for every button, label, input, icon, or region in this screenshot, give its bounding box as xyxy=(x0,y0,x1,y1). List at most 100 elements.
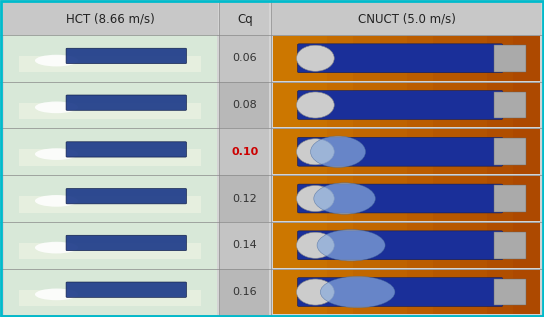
Bar xyxy=(4,161,217,175)
Bar xyxy=(220,128,269,175)
Bar xyxy=(4,119,217,133)
Bar xyxy=(4,105,217,119)
Bar xyxy=(4,175,217,189)
Bar xyxy=(220,82,269,128)
Bar xyxy=(4,287,217,301)
Bar xyxy=(460,269,487,314)
FancyBboxPatch shape xyxy=(298,184,503,213)
Bar xyxy=(407,83,434,127)
Ellipse shape xyxy=(296,139,334,165)
Ellipse shape xyxy=(314,183,375,214)
FancyBboxPatch shape xyxy=(66,282,187,297)
FancyBboxPatch shape xyxy=(298,44,503,73)
FancyBboxPatch shape xyxy=(66,95,187,110)
Bar xyxy=(380,176,406,221)
Bar xyxy=(487,223,514,268)
Bar xyxy=(434,36,460,81)
Ellipse shape xyxy=(296,185,334,211)
Bar xyxy=(494,232,526,259)
Ellipse shape xyxy=(296,45,334,71)
Bar xyxy=(4,35,217,49)
Bar xyxy=(4,231,217,245)
Bar xyxy=(273,269,540,314)
Bar xyxy=(434,129,460,174)
Ellipse shape xyxy=(35,242,78,254)
Bar xyxy=(514,223,540,268)
Bar xyxy=(353,176,380,221)
Bar xyxy=(4,245,217,259)
Bar xyxy=(514,36,540,81)
Bar xyxy=(220,269,269,315)
Bar xyxy=(4,133,217,147)
Bar xyxy=(273,83,300,127)
Bar xyxy=(380,223,406,268)
Bar xyxy=(487,176,514,221)
Bar xyxy=(4,217,217,231)
Bar xyxy=(353,223,380,268)
Bar xyxy=(220,222,269,269)
Bar xyxy=(19,243,201,259)
Bar xyxy=(273,36,300,81)
Bar xyxy=(19,56,201,72)
Ellipse shape xyxy=(317,230,385,261)
Bar xyxy=(494,185,526,212)
Bar xyxy=(326,83,353,127)
Bar xyxy=(4,147,217,161)
Bar xyxy=(4,189,217,203)
Bar xyxy=(434,223,460,268)
Bar xyxy=(220,175,269,222)
Bar xyxy=(434,83,460,127)
Bar xyxy=(273,129,540,174)
Bar xyxy=(487,83,514,127)
Bar xyxy=(514,176,540,221)
FancyBboxPatch shape xyxy=(66,235,187,250)
Bar xyxy=(4,301,217,315)
Text: 0.08: 0.08 xyxy=(232,100,257,110)
Bar xyxy=(326,176,353,221)
Bar xyxy=(273,176,540,221)
Bar xyxy=(380,269,406,314)
Bar xyxy=(273,269,300,314)
Bar xyxy=(300,83,326,127)
Bar xyxy=(300,129,326,174)
FancyBboxPatch shape xyxy=(66,189,187,204)
Bar xyxy=(4,273,217,287)
Bar xyxy=(494,138,526,165)
Bar xyxy=(460,83,487,127)
Bar xyxy=(460,223,487,268)
Bar xyxy=(272,2,541,36)
Bar xyxy=(4,259,217,273)
Bar xyxy=(4,77,217,91)
Bar xyxy=(220,2,269,36)
Ellipse shape xyxy=(296,279,334,305)
Text: HCT (8.66 m/s): HCT (8.66 m/s) xyxy=(66,12,154,26)
Bar xyxy=(434,269,460,314)
Bar xyxy=(380,129,406,174)
Ellipse shape xyxy=(35,55,78,67)
Bar xyxy=(220,35,269,82)
Bar xyxy=(3,2,218,36)
Bar xyxy=(460,36,487,81)
Bar xyxy=(353,83,380,127)
Bar xyxy=(487,36,514,81)
Ellipse shape xyxy=(35,101,78,113)
Bar xyxy=(407,129,434,174)
Bar xyxy=(514,129,540,174)
Bar xyxy=(353,129,380,174)
FancyBboxPatch shape xyxy=(298,231,503,260)
Bar xyxy=(273,223,540,268)
FancyBboxPatch shape xyxy=(298,91,503,120)
Text: 0.12: 0.12 xyxy=(232,193,257,204)
Text: Cq: Cq xyxy=(237,12,252,26)
Bar xyxy=(326,36,353,81)
Bar xyxy=(407,36,434,81)
Bar xyxy=(494,279,526,306)
Bar xyxy=(434,176,460,221)
Bar xyxy=(4,49,217,63)
Bar xyxy=(460,176,487,221)
Bar xyxy=(353,36,380,81)
Bar xyxy=(494,45,526,72)
Bar xyxy=(300,176,326,221)
Ellipse shape xyxy=(320,276,395,308)
Bar xyxy=(514,269,540,314)
